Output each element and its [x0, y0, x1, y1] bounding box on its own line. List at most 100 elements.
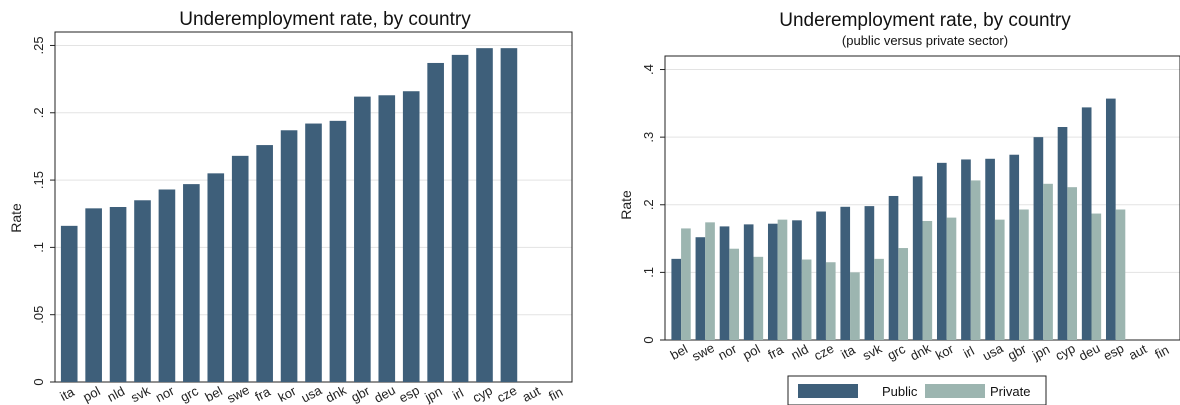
x-tick-label: nld — [788, 341, 810, 362]
x-tick-label: svk — [860, 341, 885, 364]
x-tick-label: fra — [252, 383, 273, 404]
chart-title: Underemployment rate, by country — [179, 9, 471, 30]
x-tick-label: dnk — [908, 340, 934, 363]
x-tick-label: nor — [153, 383, 177, 405]
bar — [183, 184, 200, 382]
x-tick-label: dnk — [323, 382, 349, 405]
x-tick-label: swe — [224, 382, 251, 405]
bar-public — [695, 237, 706, 340]
x-tick-label: esp — [1101, 340, 1127, 363]
x-tick-label: grc — [885, 341, 908, 363]
x-tick-label: swe — [689, 340, 716, 364]
public-private-bar-chart: Underemployment rate, by country (public… — [618, 10, 1180, 405]
bar — [476, 48, 493, 383]
bar-public — [719, 226, 730, 340]
bar-private — [1091, 213, 1102, 340]
bar — [329, 120, 347, 382]
bar-private — [850, 272, 860, 340]
bar-private — [994, 219, 1005, 340]
bar-public — [743, 224, 754, 340]
legend: Public Private — [787, 375, 1047, 405]
x-tick-label: gbr — [1005, 341, 1029, 363]
x-tick-label: pol — [740, 341, 762, 362]
x-tick-label: irl — [450, 385, 466, 403]
bar-public — [961, 159, 971, 340]
y-tick-label: .4 — [641, 64, 656, 75]
bar-private — [1019, 209, 1029, 340]
bar-private — [898, 248, 909, 340]
x-tick-label: pol — [80, 383, 102, 404]
x-tick-label: cze — [494, 383, 519, 405]
bar — [500, 48, 518, 383]
x-tick-label: ita — [58, 384, 78, 404]
bar-private — [777, 219, 788, 340]
bar-private — [874, 258, 884, 340]
bar-private — [681, 228, 691, 340]
y-axis-label: Rate — [618, 190, 634, 220]
y-tick-label: .1 — [31, 242, 46, 253]
plot-area: 0 .05 .1 .15 .2 .25 ita pol nld svk nor grc bel swe fr… — [31, 31, 573, 405]
bar — [256, 145, 273, 382]
bar-public — [888, 195, 899, 340]
x-tick-label: aut — [1126, 341, 1149, 363]
x-tick-label: cyp — [1053, 341, 1078, 364]
bar-private — [801, 259, 812, 340]
x-tick-label: deu — [1076, 340, 1102, 363]
x-tick-label: kor — [933, 341, 957, 363]
bar — [427, 62, 444, 382]
bar-public — [985, 158, 995, 340]
bar-public — [1057, 127, 1068, 340]
bar-private — [825, 262, 836, 340]
bar-public — [912, 176, 923, 340]
chart-subtitle: (public versus private sector) — [842, 33, 1008, 48]
bar-private — [753, 256, 764, 340]
x-tick-label: jpn — [421, 383, 444, 405]
bar — [231, 155, 249, 382]
bar-public — [1009, 154, 1020, 340]
x-tick-label: svk — [128, 383, 153, 405]
bar-public — [1081, 107, 1092, 340]
bar-public — [792, 220, 802, 340]
x-tick-label: bel — [202, 383, 224, 404]
bar — [451, 54, 469, 383]
x-tick-label: fra — [765, 341, 786, 362]
x-tick-label: irl — [961, 343, 977, 361]
bar — [109, 207, 127, 382]
x-tick-label: fin — [1152, 342, 1171, 362]
bar-private — [1115, 209, 1126, 340]
chart-title: Underemployment rate, by country — [779, 10, 1071, 31]
right-chart-panel: Underemployment rate, by country (public… — [590, 0, 1180, 405]
x-tick-label: kor — [275, 383, 299, 405]
legend-swatch-public — [798, 384, 858, 398]
bar-private — [946, 217, 957, 340]
x-tick-label: fin — [546, 384, 565, 404]
x-tick-label: bel — [668, 341, 690, 362]
legend-label-private: Private — [990, 384, 1030, 399]
x-tick-label: jpn — [1029, 341, 1052, 363]
bar — [134, 200, 151, 382]
bar-public — [1033, 137, 1044, 340]
bar-public — [1105, 98, 1116, 340]
bar — [280, 130, 298, 382]
bar-private — [1043, 183, 1053, 340]
x-tick-label: usa — [299, 382, 325, 405]
x-tick-label: ita — [838, 342, 858, 362]
bar-private — [970, 180, 981, 340]
legend-label-public: Public — [882, 384, 918, 399]
bar-public — [864, 206, 875, 340]
bar — [85, 208, 102, 382]
bar — [378, 95, 396, 383]
left-chart-panel: Underemployment rate, by country Rate 0.… — [0, 0, 575, 405]
bar — [402, 91, 420, 382]
x-tick-label: gbr — [348, 383, 372, 405]
y-tick-label: .15 — [31, 171, 46, 189]
x-tick-label: usa — [980, 340, 1006, 363]
x-tick-label: deu — [372, 382, 398, 405]
bar-private — [729, 248, 740, 340]
bar-private — [922, 220, 933, 340]
x-tick-label: esp — [396, 382, 422, 405]
bar-public — [671, 258, 682, 340]
x-tick-label: grc — [178, 383, 201, 405]
bar-public — [840, 206, 851, 340]
